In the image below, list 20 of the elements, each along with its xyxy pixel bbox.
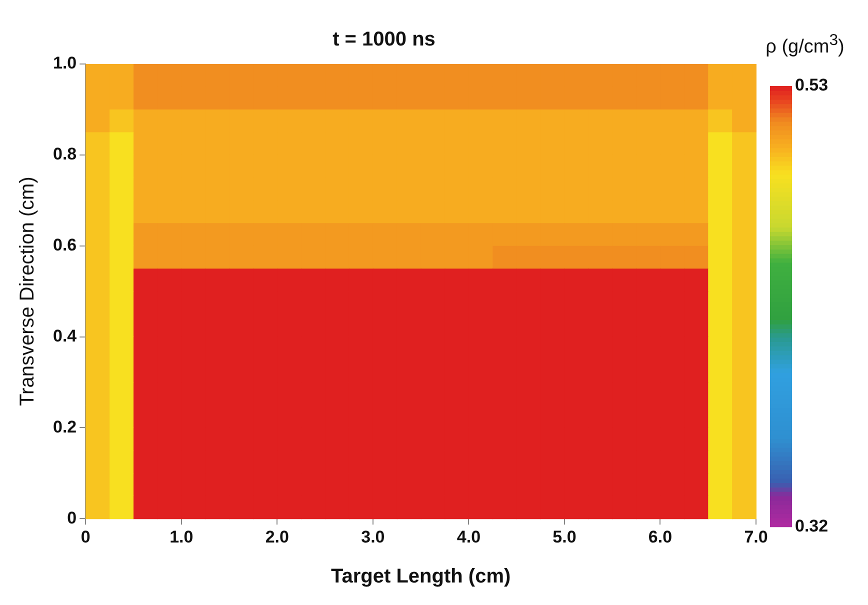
y-tick-label: 0.2	[52, 417, 77, 436]
y-axis-title: Transverse Direction (cm)	[16, 176, 39, 406]
x-tick-label: 2.0	[265, 527, 289, 546]
color-bar-label: 0.32	[795, 516, 828, 536]
x-tick-label: 6.0	[648, 527, 672, 546]
x-tick-label: 5.0	[552, 527, 576, 546]
chart-title: t = 1000 ns	[332, 28, 436, 51]
x-tick-label: 0	[80, 527, 90, 546]
y-tick-label: 0	[67, 508, 77, 528]
y-tick-label: 0.6	[52, 236, 77, 255]
y-tick-label: 0.8	[52, 144, 77, 164]
x-tick-label: 3.0	[361, 527, 385, 546]
x-tick-label: 7.0	[744, 527, 768, 546]
color-bar-label: 0.53	[795, 76, 828, 95]
y-tick-label: 1.0	[52, 54, 77, 73]
x-tick-label: 4.0	[456, 527, 481, 546]
color-bar-title: ρ (g/cm$^{3}$)	[764, 32, 846, 58]
y-tick-label: 0.4	[52, 326, 78, 346]
x-tick-label: 1.0	[170, 527, 194, 546]
x-axis-title: Target Length (cm)	[330, 566, 511, 588]
